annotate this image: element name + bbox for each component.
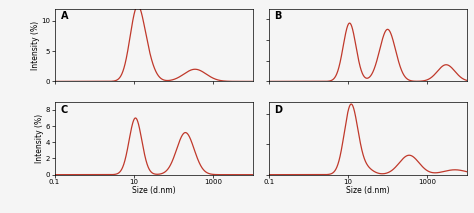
Text: D: D <box>274 105 283 115</box>
Y-axis label: Intensity (%): Intensity (%) <box>31 20 40 69</box>
Text: B: B <box>274 12 282 22</box>
Text: C: C <box>61 105 68 115</box>
X-axis label: Size (d.nm): Size (d.nm) <box>346 186 390 195</box>
Y-axis label: Intensity (%): Intensity (%) <box>36 114 45 163</box>
Text: A: A <box>61 12 68 22</box>
X-axis label: Size (d.nm): Size (d.nm) <box>132 186 175 195</box>
